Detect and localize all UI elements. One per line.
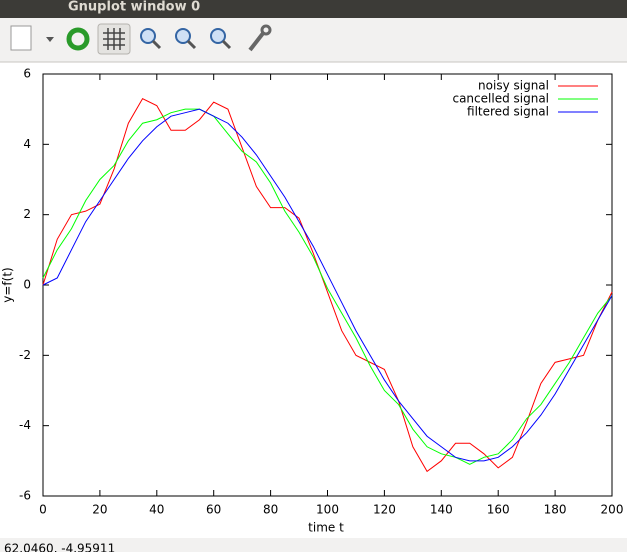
y-tick-label: -6	[19, 489, 31, 503]
y-tick-label: 4	[23, 137, 31, 151]
zoom-icon	[140, 28, 156, 44]
export-button[interactable]	[10, 25, 54, 51]
zoom-icon	[175, 28, 191, 44]
x-tick-label: 0	[39, 503, 47, 517]
x-tick-label: 140	[430, 503, 453, 517]
x-tick-label: 160	[487, 503, 510, 517]
y-tick-label: -2	[19, 348, 31, 362]
legend-label: filtered signal	[467, 105, 549, 119]
zoom-icon	[210, 28, 226, 44]
y-tick-label: 2	[23, 207, 31, 221]
y-tick-label: -4	[19, 418, 31, 432]
status-bar	[0, 538, 627, 552]
export-icon	[10, 25, 32, 51]
x-tick-label: 60	[206, 503, 221, 517]
x-tick-label: 80	[263, 503, 278, 517]
x-tick-label: 40	[149, 503, 164, 517]
zoom-out-button[interactable]	[140, 28, 162, 50]
replot-button[interactable]	[66, 27, 90, 51]
zoom-fit-button[interactable]	[210, 28, 232, 50]
grid-button[interactable]	[97, 23, 131, 55]
x-tick-label: 100	[316, 503, 339, 517]
series-line	[42, 97, 613, 473]
x-tick-label: 20	[92, 503, 107, 517]
legend-label: noisy signal	[478, 79, 549, 93]
zoom-handle	[186, 39, 197, 50]
series-line	[42, 108, 613, 465]
x-axis-label: time t	[308, 521, 344, 535]
title-bar	[0, 0, 627, 18]
zoom-handle	[151, 39, 162, 50]
settings-button[interactable]	[248, 24, 272, 52]
y-tick-label: 0	[23, 278, 31, 292]
x-tick-label: 120	[373, 503, 396, 517]
zoom-handle	[221, 39, 232, 50]
wrench-head	[260, 24, 272, 36]
y-tick-label: 6	[23, 67, 31, 81]
toolbar	[0, 18, 627, 62]
x-tick-label: 200	[601, 503, 624, 517]
status-text: 62.0460, -4.95911	[4, 542, 115, 552]
series-line	[42, 108, 613, 462]
replot-icon	[66, 27, 90, 51]
y-axis-label: y=f(t)	[1, 267, 15, 302]
x-tick-label: 180	[544, 503, 567, 517]
dropdown-arrow	[46, 37, 54, 42]
zoom-in-button[interactable]	[175, 28, 197, 50]
window-title: Gnuplot window 0	[68, 0, 200, 15]
grid-icon	[103, 28, 125, 50]
legend-label: cancelled signal	[452, 92, 549, 106]
wrench-icon	[248, 30, 266, 52]
